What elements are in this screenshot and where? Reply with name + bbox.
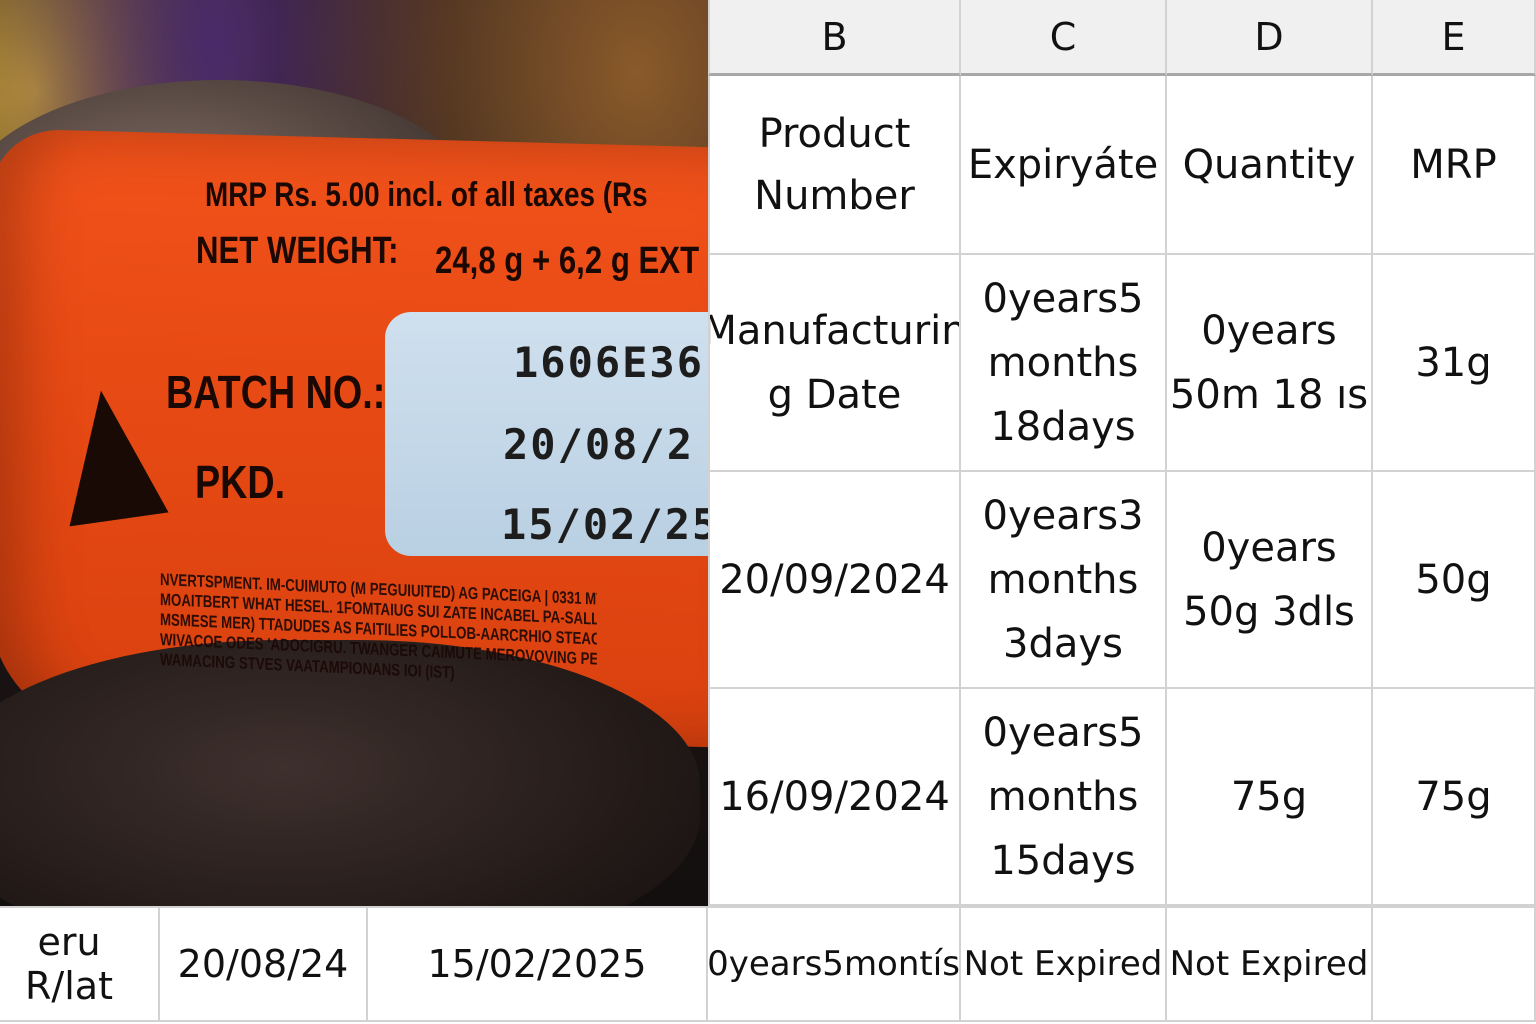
bottom-cell-status-d[interactable]: Not Expired	[1167, 908, 1373, 1022]
sticker-batch-number: 1606E36	[513, 338, 705, 387]
cell-text-line: 75g	[1230, 773, 1308, 820]
cell-text-line: 15days	[990, 837, 1136, 884]
bottom-cell-age[interactable]: 0years5montís	[708, 908, 961, 1022]
cell-text-line: g Date	[767, 371, 902, 418]
cell-text-line: 3days	[1003, 620, 1123, 667]
cell-text-line: 18days	[990, 403, 1136, 450]
cell-e-row1[interactable]: 31g	[1373, 255, 1536, 472]
cell-text-line: 0years	[1201, 524, 1337, 571]
cell-text-line: 0years5	[982, 709, 1144, 756]
cell-header-product-number[interactable]: Product Number	[708, 76, 961, 255]
package-batch-label: BATCH NO.:	[166, 366, 386, 418]
package-pkd-label: PKD.	[195, 456, 286, 508]
bottom-cell-expiry-date[interactable]: 15/02/2025	[368, 908, 708, 1022]
cell-c-row1[interactable]: 0years5 months 18days	[961, 255, 1167, 472]
sticker-expiry-date: 15/02/25	[501, 500, 708, 549]
column-header-c[interactable]: C	[961, 0, 1167, 76]
cell-header-expiry[interactable]: Expiryáte	[961, 76, 1167, 255]
cell-text-line: 50g 3dls	[1183, 588, 1355, 635]
sticker-packed-date: 20/08/2	[503, 420, 695, 469]
cell-text-line: months	[987, 556, 1139, 603]
cell-e-row2[interactable]: 50g	[1373, 472, 1536, 689]
package-net-weight-value: 24,8 g + 6,2 g EXT	[435, 240, 700, 282]
cell-text-line: 50m 18 ıs	[1169, 371, 1369, 418]
cell-text-line: 0years3	[982, 492, 1144, 539]
bottom-cell-e[interactable]	[1373, 908, 1536, 1022]
column-header-b[interactable]: B	[708, 0, 961, 76]
package-net-weight-label: NET WEIGHT:	[196, 230, 399, 272]
cell-header-quantity[interactable]: Quantity	[1167, 76, 1373, 255]
cell-c-row3[interactable]: 0years5 months 15days	[961, 689, 1167, 906]
bottom-cell-pkd-date[interactable]: 20/08/24	[160, 908, 368, 1022]
cell-text-line: 20/09/2024	[719, 556, 950, 603]
cell-text-line: Manufacturin	[708, 307, 961, 354]
product-photo: MRP Rs. 5.00 incl. of all taxes (Rs NET …	[0, 0, 708, 906]
brand-logo-icon	[51, 383, 169, 527]
bottom-cell-a[interactable]: eru R/lat	[0, 908, 160, 1022]
cell-c-row2[interactable]: 0years3 months 3days	[961, 472, 1167, 689]
cell-text-line: 16/09/2024	[719, 773, 950, 820]
hand	[0, 640, 700, 906]
cell-d-row1[interactable]: 0years 50m 18 ıs	[1167, 255, 1373, 472]
cell-d-row3[interactable]: 75g	[1167, 689, 1373, 906]
cell-text-line: months	[987, 339, 1139, 386]
cell-text: Product Number	[754, 110, 915, 219]
cell-e-row3[interactable]: 75g	[1373, 689, 1536, 906]
cell-text-line: 0years5	[982, 275, 1144, 322]
batch-sticker: 1606E36 20/08/2 15/02/25	[385, 312, 708, 556]
column-header-d[interactable]: D	[1167, 0, 1373, 76]
package-mrp: MRP Rs. 5.00 incl. of all taxes (Rs	[205, 176, 648, 214]
bottom-cell-status-c[interactable]: Not Expired	[961, 908, 1167, 1022]
package-fine-print: NVERTSPMENT. IM-CUIMUTO (M PEGUIUITED) A…	[160, 570, 597, 690]
row-divider	[0, 906, 1536, 908]
cell-b-row3[interactable]: 16/09/2024	[708, 689, 961, 906]
cell-text-line: 0years	[1201, 307, 1337, 354]
cell-d-row2[interactable]: 0years 50g 3dls	[1167, 472, 1373, 689]
cell-text-line: months	[987, 773, 1139, 820]
cell-b-row2[interactable]: 20/09/2024	[708, 472, 961, 689]
column-header-e[interactable]: E	[1373, 0, 1536, 76]
cell-header-mrp[interactable]: MRP	[1373, 76, 1536, 255]
cell-b-row1[interactable]: Manufacturin g Date	[708, 255, 961, 472]
